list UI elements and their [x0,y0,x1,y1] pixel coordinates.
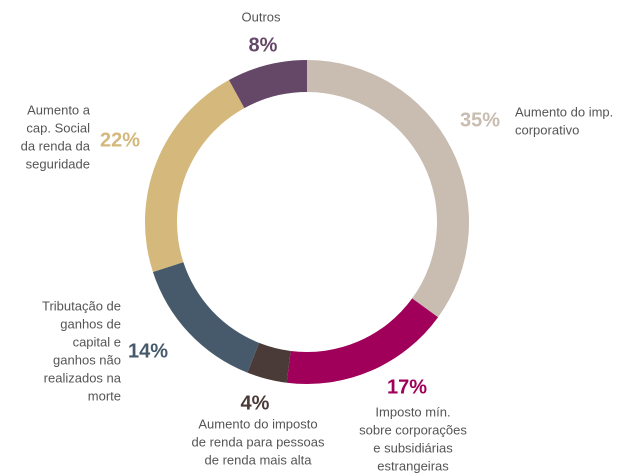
category-label: da renda da [21,138,91,153]
donut-segment [307,60,469,318]
category-label: Imposto mín. [375,404,450,419]
category-label: realizados na [44,370,122,385]
category-label: e subsidiárias [373,440,453,455]
category-label: ganhos de [60,316,121,331]
category-label: Outros [241,9,281,24]
category-label: Tributação de [42,298,121,313]
category-label: cap. Social [26,120,90,135]
percent-label: 17% [387,376,427,398]
category-label: Aumento do imp. [515,104,613,119]
category-label: capital e [73,334,121,349]
category-label: morte [88,388,121,403]
category-label: estrangeiras [377,458,449,473]
category-label: ganhos não [53,352,121,367]
donut-segment [228,60,307,109]
category-label: seguridade [26,156,90,171]
percent-label: 35% [460,109,500,131]
category-label: Aumento do imposto [198,416,317,431]
category-label: corporativo [515,122,579,137]
percent-label: 14% [128,340,168,362]
percent-label: 22% [100,129,140,151]
donut-segment [247,342,291,383]
donut-segment [286,298,439,385]
percent-label: 4% [241,392,270,414]
category-label: sobre corporações [359,422,467,437]
donut-segment [145,80,245,273]
percent-label: 8% [249,34,278,56]
category-label: de renda para pessoas [192,434,325,449]
category-label: de renda mais alta [205,452,313,467]
category-label: Aumento a [27,102,91,117]
donut-segment [152,262,260,373]
